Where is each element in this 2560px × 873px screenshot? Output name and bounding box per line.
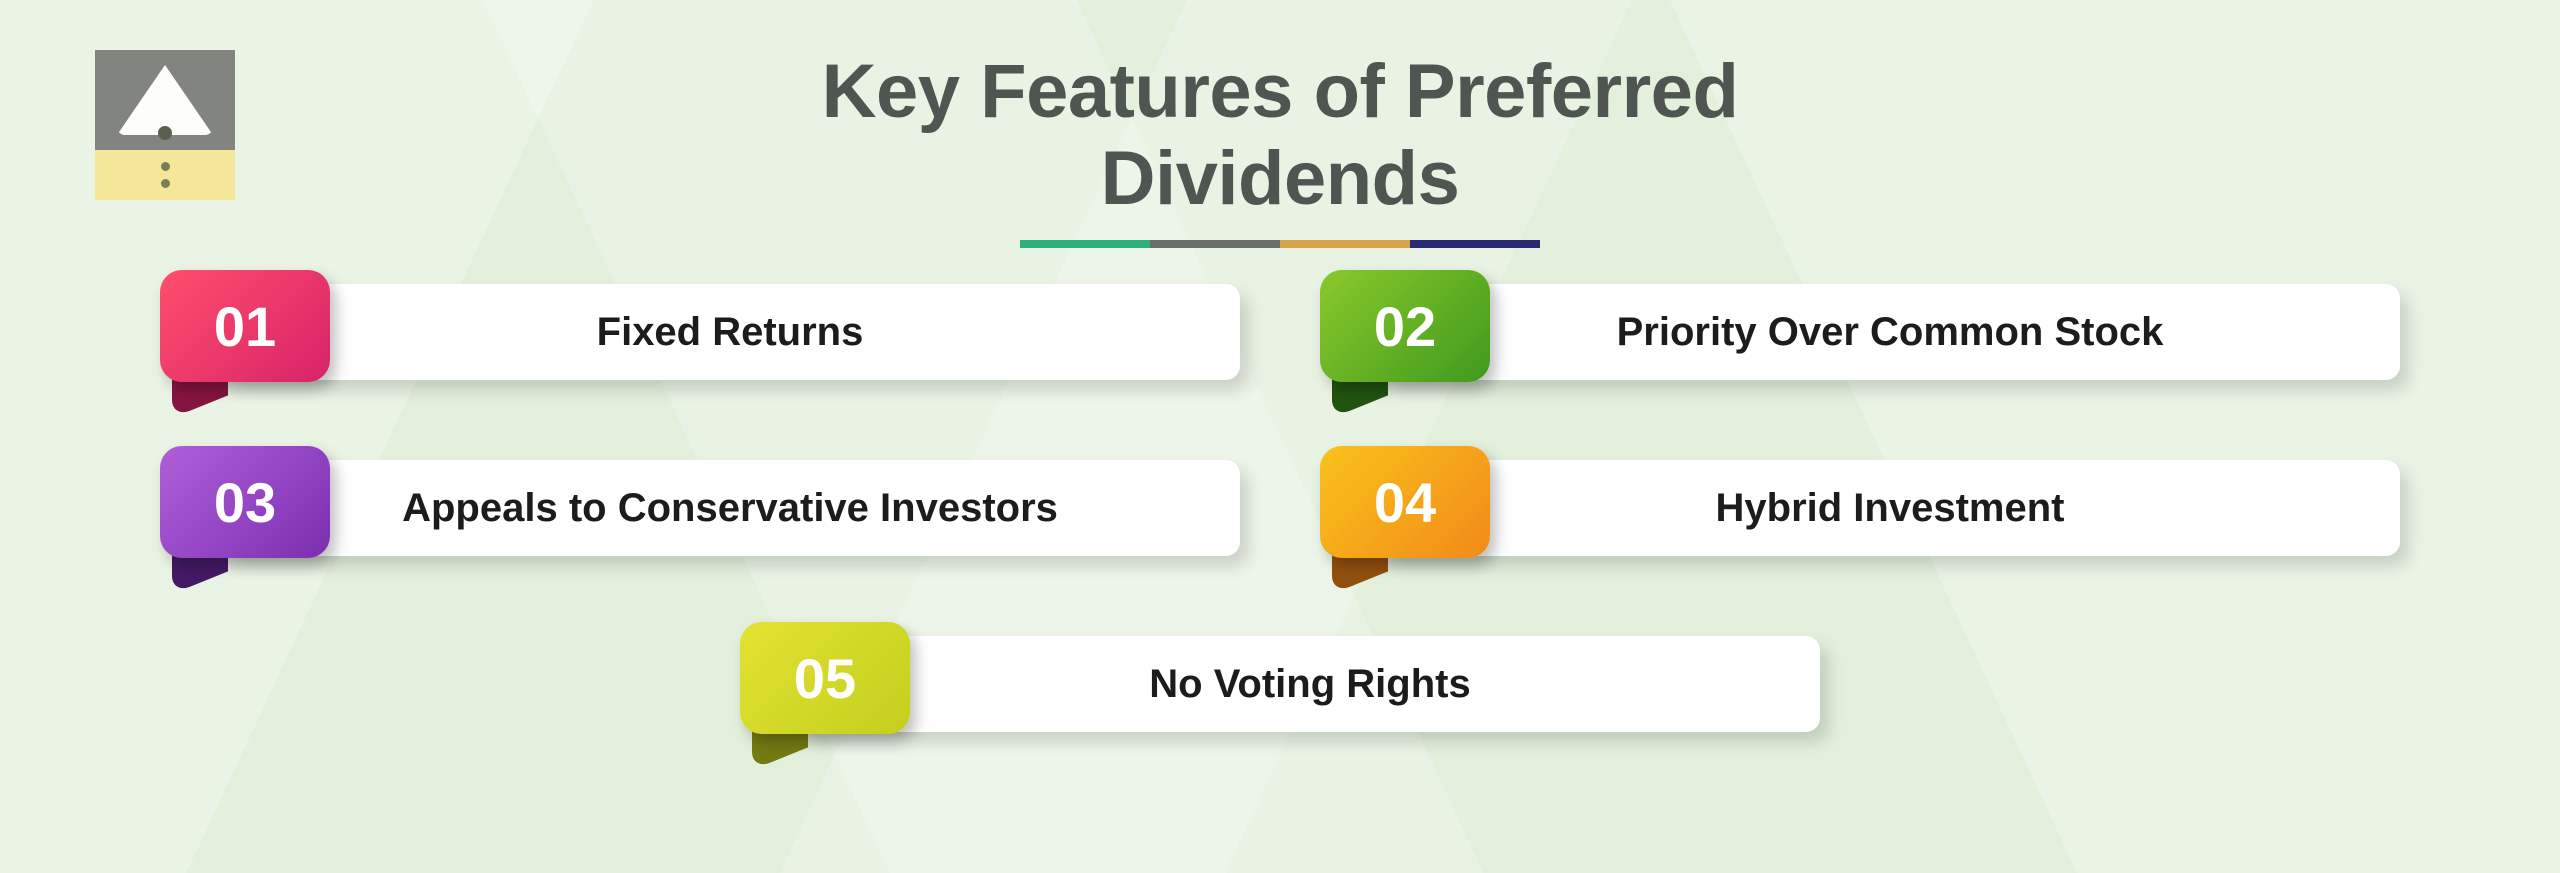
feature-badge: 02 bbox=[1320, 270, 1490, 418]
feature-number: 03 bbox=[214, 470, 276, 535]
feature-number: 02 bbox=[1374, 294, 1436, 359]
feature-item: No Voting Rights 05 bbox=[740, 622, 1820, 742]
feature-label: Hybrid Investment bbox=[1520, 486, 2400, 531]
feature-badge: 01 bbox=[160, 270, 330, 418]
feature-number: 04 bbox=[1374, 470, 1436, 535]
underline-seg-2 bbox=[1150, 240, 1280, 248]
feature-label: Appeals to Conservative Investors bbox=[360, 486, 1240, 531]
brand-logo bbox=[95, 50, 235, 190]
feature-label: No Voting Rights bbox=[940, 662, 1820, 707]
page-title: Key Features of Preferred Dividends bbox=[640, 48, 1920, 222]
feature-label: Priority Over Common Stock bbox=[1520, 310, 2400, 355]
feature-item: Appeals to Conservative Investors 03 bbox=[160, 446, 1240, 566]
title-block: Key Features of Preferred Dividends bbox=[640, 48, 1920, 248]
feature-number: 05 bbox=[794, 646, 856, 711]
feature-badge: 05 bbox=[740, 622, 910, 770]
underline-seg-4 bbox=[1410, 240, 1540, 248]
feature-item: Priority Over Common Stock 02 bbox=[1320, 270, 2400, 390]
features-grid: Fixed Returns 01 Priority Over Common St… bbox=[160, 270, 2400, 742]
underline-seg-3 bbox=[1280, 240, 1410, 248]
feature-item: Fixed Returns 01 bbox=[160, 270, 1240, 390]
feature-label: Fixed Returns bbox=[360, 310, 1240, 355]
feature-badge: 03 bbox=[160, 446, 330, 594]
feature-item: Hybrid Investment 04 bbox=[1320, 446, 2400, 566]
title-underline bbox=[1020, 240, 1540, 248]
underline-seg-1 bbox=[1020, 240, 1150, 248]
feature-number: 01 bbox=[214, 294, 276, 359]
feature-badge: 04 bbox=[1320, 446, 1490, 594]
